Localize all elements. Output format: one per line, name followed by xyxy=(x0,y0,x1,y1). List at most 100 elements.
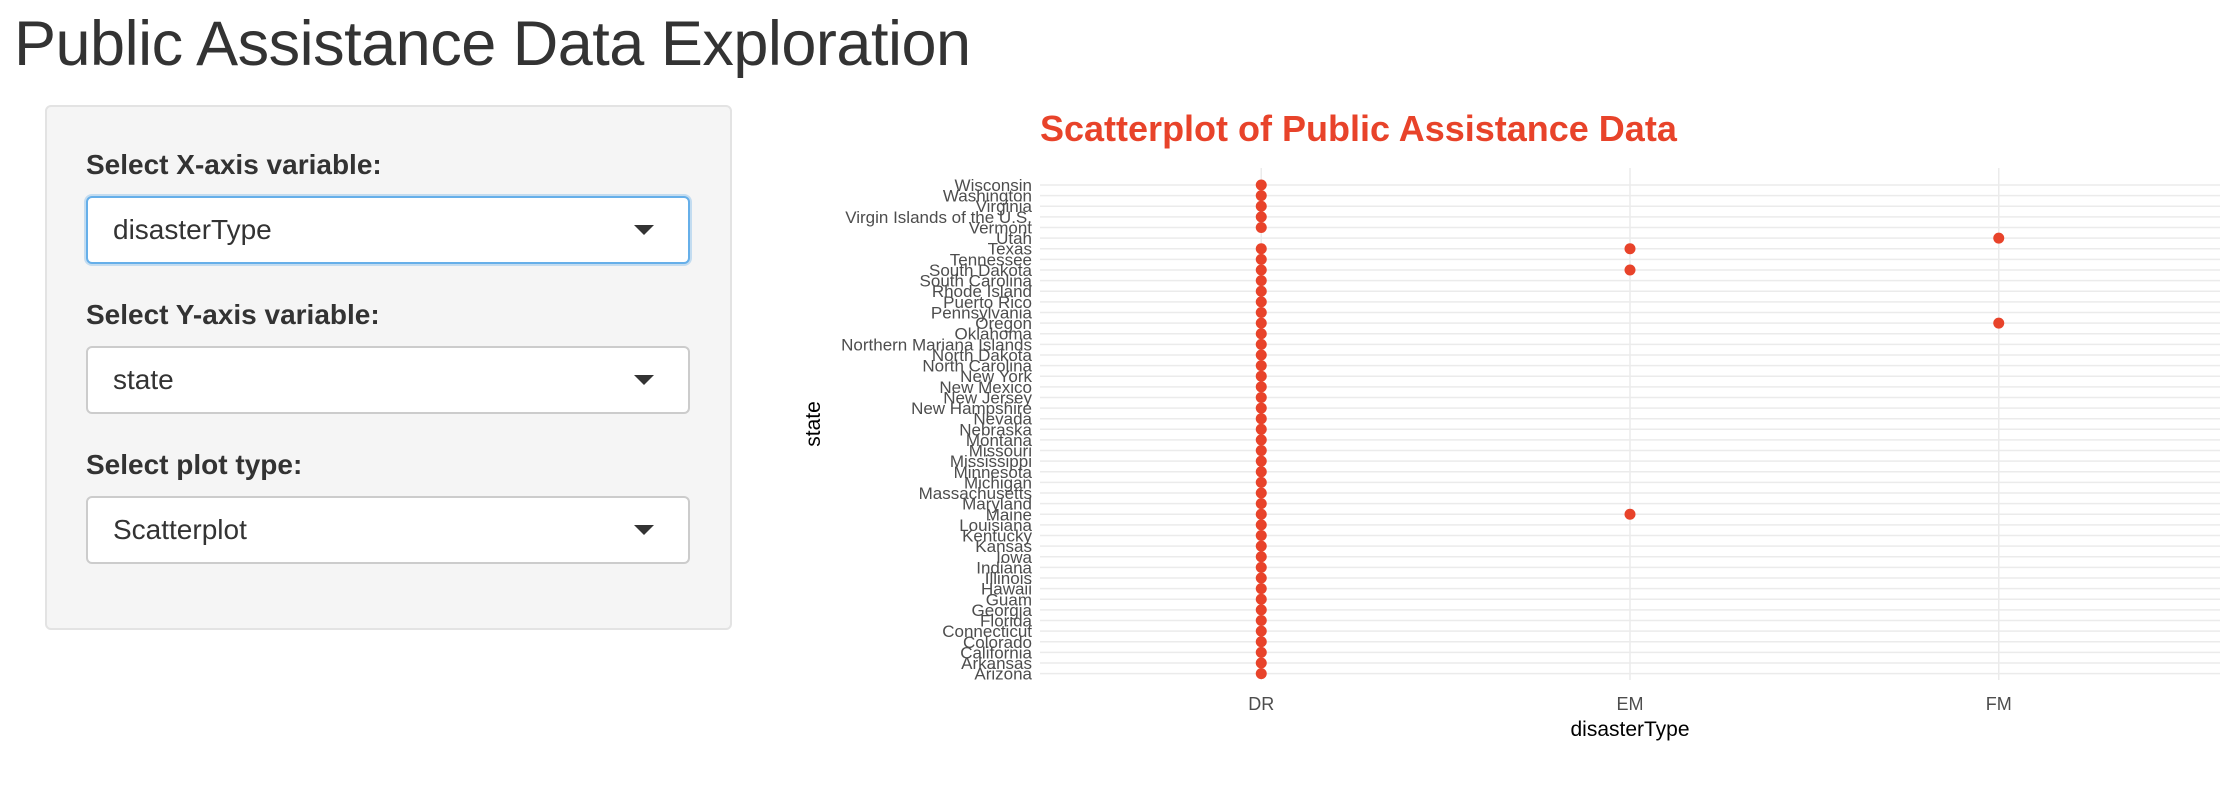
y-tick-label: Nevada xyxy=(973,410,1032,429)
data-point xyxy=(1255,423,1267,435)
x-axis-label: Select X-axis variable: xyxy=(86,149,382,180)
data-point xyxy=(1255,221,1267,233)
y-tick-label: Vermont xyxy=(969,218,1033,237)
sidebar-panel: Select X-axis variable: disasterType Sel… xyxy=(45,105,732,630)
y-tick-label: Texas xyxy=(988,240,1032,259)
data-point xyxy=(1255,264,1267,276)
data-point xyxy=(1255,211,1267,223)
y-tick-label: Utah xyxy=(996,229,1032,248)
y-tick-label: Rhode Island xyxy=(932,282,1032,301)
data-point xyxy=(1255,604,1267,616)
chevron-down-icon[interactable] xyxy=(634,525,654,535)
data-point xyxy=(1255,508,1267,520)
data-point xyxy=(1255,540,1267,552)
data-point xyxy=(1255,615,1267,627)
data-point xyxy=(1255,381,1267,393)
page-title: Public Assistance Data Exploration xyxy=(14,9,971,79)
x-tick-label: EM xyxy=(1617,694,1644,714)
y-tick-label: Connecticut xyxy=(942,622,1032,641)
data-point xyxy=(1255,668,1267,680)
data-point xyxy=(1255,583,1267,595)
y-tick-label: Montana xyxy=(966,431,1033,450)
data-point xyxy=(1255,434,1267,446)
data-point xyxy=(1255,572,1267,584)
data-point xyxy=(1255,200,1267,212)
data-point xyxy=(1255,253,1267,265)
y-tick-label: Illinois xyxy=(985,569,1032,588)
data-point xyxy=(1255,561,1267,573)
y-tick-label: South Dakota xyxy=(929,261,1033,280)
x-tick-label: DR xyxy=(1248,694,1274,714)
y-tick-label: South Carolina xyxy=(920,272,1033,291)
data-point xyxy=(1255,466,1267,478)
data-point xyxy=(1255,190,1267,202)
data-point xyxy=(1255,657,1267,669)
y-tick-label: Hawaii xyxy=(981,580,1032,599)
y-axis-select[interactable]: state xyxy=(86,346,690,414)
data-point xyxy=(1255,349,1267,361)
plot-type-select-value: Scatterplot xyxy=(113,514,247,545)
y-tick-label: Arkansas xyxy=(961,654,1032,673)
y-tick-label: Missouri xyxy=(969,442,1032,461)
plot-type-label: Select plot type: xyxy=(86,449,303,480)
chevron-down-icon[interactable] xyxy=(634,375,654,385)
data-point xyxy=(1255,413,1267,425)
y-tick-label: Pennsylvania xyxy=(931,303,1033,322)
data-point xyxy=(1255,402,1267,414)
data-point xyxy=(1255,498,1267,510)
y-tick-label: Virgin Islands of the U.S. xyxy=(845,208,1032,227)
data-point xyxy=(1255,530,1267,542)
plot-type-select[interactable]: Scatterplot xyxy=(86,496,690,564)
data-point xyxy=(1624,264,1636,276)
y-tick-label: North Carolina xyxy=(922,357,1032,376)
y-axis-title: state xyxy=(802,401,825,447)
y-tick-label: Virginia xyxy=(976,197,1033,216)
y-tick-label: Georgia xyxy=(972,601,1033,620)
scatterplot-chart: Scatterplot of Public Assistance Data Ari… xyxy=(802,108,2220,741)
y-tick-label: New York xyxy=(960,367,1032,386)
y-tick-label: Kansas xyxy=(975,537,1032,556)
data-point xyxy=(1255,328,1267,340)
data-point xyxy=(1255,487,1267,499)
x-axis-select[interactable]: disasterType xyxy=(86,196,690,264)
data-point xyxy=(1255,476,1267,488)
data-point xyxy=(1255,625,1267,637)
y-tick-label: Mississippi xyxy=(950,452,1032,471)
data-point xyxy=(1255,551,1267,563)
data-point xyxy=(1255,360,1267,372)
data-point xyxy=(1255,275,1267,287)
y-tick-label: Puerto Rico xyxy=(943,293,1032,312)
data-point xyxy=(1255,445,1267,457)
data-point xyxy=(1255,519,1267,531)
y-tick-label: Northern Mariana Islands xyxy=(841,335,1032,354)
data-point xyxy=(1255,306,1267,318)
y-tick-label: Iowa xyxy=(996,548,1032,567)
data-point xyxy=(1993,317,2005,329)
y-tick-label: Tennessee xyxy=(950,250,1032,269)
y-tick-label: New Hampshire xyxy=(911,399,1032,418)
chart-title: Scatterplot of Public Assistance Data xyxy=(1040,108,1678,149)
y-tick-label: Maryland xyxy=(962,495,1032,514)
data-point xyxy=(1624,243,1636,255)
data-point xyxy=(1255,243,1267,255)
y-tick-label: Guam xyxy=(986,590,1032,609)
x-tick-label: FM xyxy=(1986,694,2012,714)
data-point xyxy=(1255,285,1267,297)
y-tick-label: Kentucky xyxy=(962,527,1032,546)
scatterplot-container: Scatterplot of Public Assistance Data Ari… xyxy=(780,100,2220,750)
chevron-down-icon[interactable] xyxy=(634,225,654,235)
y-tick-label: Oregon xyxy=(975,314,1032,333)
y-tick-label: Nebraska xyxy=(959,420,1032,439)
y-tick-label: Colorado xyxy=(963,633,1032,652)
data-point xyxy=(1993,232,2005,244)
y-axis-label: Select Y-axis variable: xyxy=(86,299,380,330)
data-point xyxy=(1255,296,1267,308)
y-tick-label: Louisiana xyxy=(959,516,1032,535)
y-tick-label: Washington xyxy=(943,187,1032,206)
y-tick-label: North Dakota xyxy=(932,346,1033,365)
data-point xyxy=(1255,646,1267,658)
y-tick-label: Indiana xyxy=(976,558,1032,577)
data-point xyxy=(1255,455,1267,467)
data-point xyxy=(1624,508,1636,520)
y-tick-label: Maine xyxy=(986,505,1032,524)
